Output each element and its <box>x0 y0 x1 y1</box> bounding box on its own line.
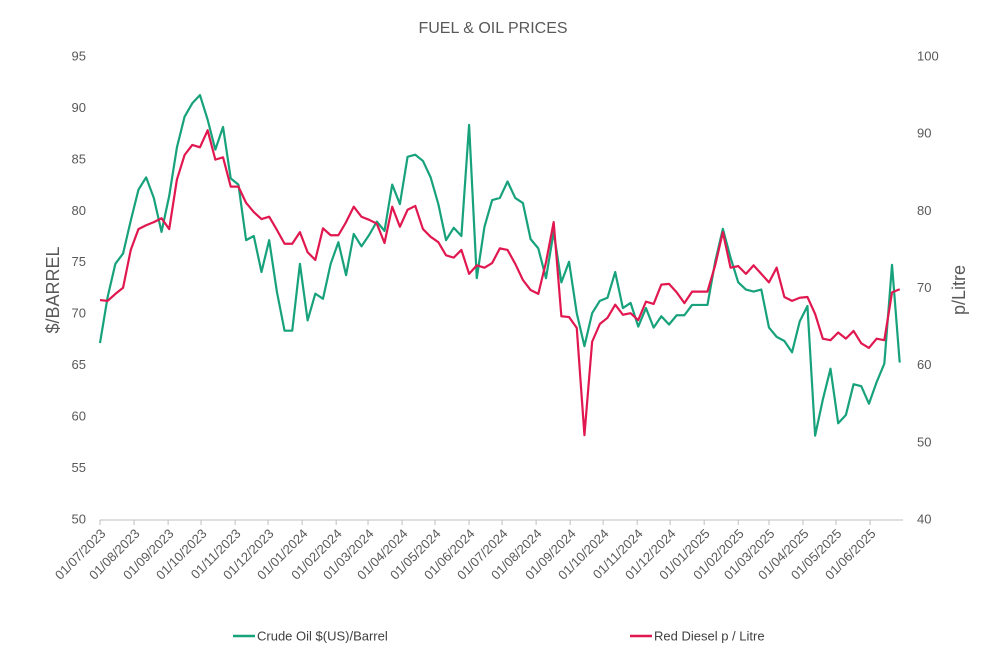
series-line <box>98 93 901 437</box>
y-tick-label: 90 <box>72 100 86 115</box>
y-tick-label: 60 <box>72 409 86 424</box>
chart-title: FUEL & OIL PRICES <box>418 20 567 37</box>
y2-tick-label: 90 <box>917 126 931 141</box>
y-tick-label: 95 <box>72 48 86 63</box>
series-line <box>99 129 901 437</box>
y-tick-label: 85 <box>72 151 86 166</box>
y2-tick-label: 80 <box>917 203 931 218</box>
y-axis-title: $/BARREL <box>43 246 63 333</box>
y2-tick-label: 100 <box>917 48 939 63</box>
y-tick-label: 50 <box>72 511 86 526</box>
legend-label: Crude Oil $(US)/Barrel <box>257 628 388 643</box>
y-tick-label: 70 <box>72 306 86 321</box>
y2-axis-title: p/Litre <box>949 265 969 315</box>
y-tick-label: 75 <box>72 254 86 269</box>
y-tick-label: 80 <box>72 203 86 218</box>
y-tick-label: 65 <box>72 357 86 372</box>
y2-tick-label: 70 <box>917 280 931 295</box>
legend-label: Red Diesel p / Litre <box>654 628 765 643</box>
y-tick-label: 55 <box>72 460 86 475</box>
y2-tick-label: 50 <box>917 434 931 449</box>
y2-tick-label: 40 <box>917 511 931 526</box>
y2-tick-label: 60 <box>917 357 931 372</box>
